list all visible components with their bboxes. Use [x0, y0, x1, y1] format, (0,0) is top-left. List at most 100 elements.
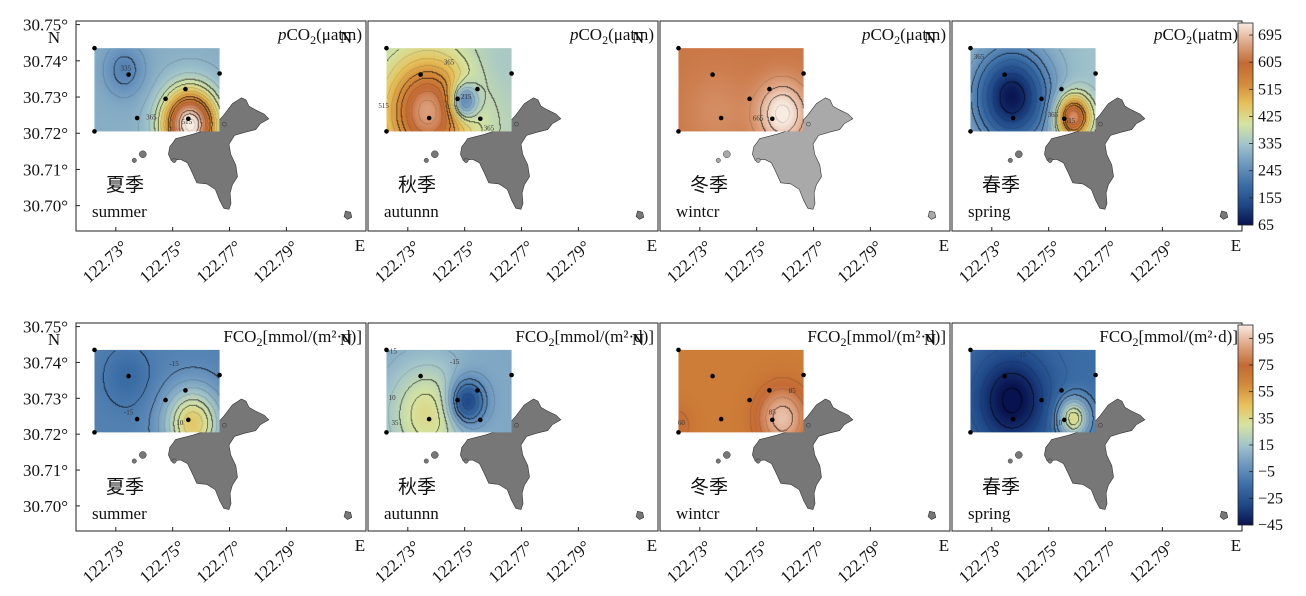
- islet-dot: [1047, 458, 1053, 464]
- season-label-en: spring: [968, 504, 1011, 523]
- east-label: E: [355, 536, 365, 555]
- station-point: [801, 372, 806, 378]
- island-shape: [752, 97, 854, 210]
- contour-inset: [970, 48, 1096, 132]
- islet-dot: [715, 157, 721, 163]
- panel-frame: [367, 20, 659, 232]
- station-point: [770, 417, 775, 423]
- lon-tick-label: 122.77°: [777, 237, 830, 287]
- island-shape: [168, 398, 270, 510]
- islet-dot: [131, 157, 137, 163]
- station-point: [676, 430, 681, 435]
- station-point: [1093, 372, 1098, 378]
- station-point: [509, 372, 514, 378]
- north-label: N: [632, 28, 644, 47]
- station-point: [384, 45, 389, 51]
- islet-dot: [222, 422, 227, 428]
- panel-frame: [659, 322, 951, 532]
- colorbar-fco2: 95 75 55 35 15 −5 −25 −45: [1237, 324, 1283, 534]
- colorbar-label: 515: [1258, 81, 1282, 98]
- season-label-en: spring: [968, 202, 1011, 221]
- contour-label: 85: [769, 408, 777, 416]
- lon-tick-label: 122.75°: [428, 237, 481, 287]
- station-point: [676, 129, 681, 134]
- lon-tick-label: 122.75°: [136, 537, 189, 587]
- station-point: [92, 45, 97, 51]
- season-label-cn: 春季: [982, 476, 1020, 498]
- colorbar-label: 55: [1258, 384, 1274, 401]
- islet-dot: [1015, 150, 1023, 158]
- contour-label: -15: [124, 408, 134, 416]
- station-point: [718, 416, 724, 422]
- lat-tick-label: 30.72°: [23, 124, 68, 143]
- islet-dot: [514, 422, 519, 428]
- station-point: [1002, 373, 1007, 379]
- contour-inset: [678, 349, 804, 433]
- lon-tick-label: 122.77°: [485, 237, 538, 287]
- panel-title: FCO2[mmol/(m²·d)]: [515, 327, 654, 349]
- islet-dot: [423, 157, 429, 163]
- colorbar-label: −45: [1258, 517, 1283, 534]
- islet-dot: [1098, 422, 1103, 428]
- lon-tick-label: 122.73°: [371, 237, 424, 287]
- panel-frame: [75, 20, 367, 232]
- season-label-en: summer: [92, 504, 147, 523]
- islet-dot: [139, 451, 147, 459]
- station-point: [968, 129, 973, 134]
- lon-tick-label: 122.73°: [663, 237, 716, 287]
- season-label-cn: 冬季: [690, 476, 728, 498]
- station-point: [1010, 115, 1016, 121]
- panel-title: FCO2[mmol/(m²·d)]: [223, 327, 362, 349]
- colorbar-label: −5: [1258, 464, 1275, 481]
- lon-tick-label: 122.73°: [663, 537, 716, 587]
- contour-label: 665: [753, 115, 764, 123]
- station-point: [384, 430, 389, 435]
- lat-tick-label: 30.72°: [23, 425, 68, 444]
- lat-tick-label: 30.73°: [23, 389, 68, 408]
- lon-tick-label: 122.79°: [250, 237, 303, 287]
- north-label: N: [632, 330, 644, 349]
- contour-label: 365: [444, 58, 455, 66]
- station-point: [747, 397, 752, 403]
- colorbar-label: 155: [1258, 190, 1282, 207]
- islet-dot: [1098, 121, 1103, 127]
- lon-tick-label: 122.77°: [193, 537, 246, 587]
- station-point: [475, 388, 480, 393]
- islet-dot: [171, 458, 177, 464]
- contour-label: -15: [169, 360, 179, 368]
- station-point: [718, 115, 724, 121]
- contour-label: 515: [182, 118, 193, 126]
- station-point: [186, 116, 191, 122]
- contour-inset: [386, 349, 512, 433]
- north-label: N: [48, 28, 60, 47]
- station-point: [767, 388, 772, 393]
- lon-tick-label: 122.75°: [720, 237, 773, 287]
- colorbar-label: −25: [1258, 490, 1283, 507]
- lon-tick-label: 122.75°: [1012, 237, 1065, 287]
- islet-shape: [1219, 510, 1229, 520]
- season-label-en: autunnn: [384, 202, 439, 221]
- panel-title: pCO2(μatm): [277, 25, 362, 47]
- north-label: N: [340, 330, 352, 349]
- station-point: [710, 373, 715, 379]
- islet-dot: [806, 121, 811, 127]
- islet-dot: [723, 451, 731, 459]
- lon-tick-label: 122.75°: [136, 237, 189, 287]
- contour-label: 10: [389, 394, 397, 402]
- station-point: [163, 96, 168, 102]
- lon-tick-label: 122.73°: [955, 237, 1008, 287]
- lon-tick-label: 122.73°: [79, 537, 132, 587]
- contour-label: 10: [1055, 419, 1063, 427]
- north-label: N: [340, 28, 352, 47]
- station-point: [509, 71, 514, 76]
- contour-label: -15: [1017, 351, 1027, 359]
- lat-tick-label: 30.71°: [23, 461, 68, 480]
- islet-shape: [635, 210, 645, 220]
- station-point: [455, 397, 460, 403]
- panel-frame: [75, 322, 367, 532]
- islet-dot: [715, 458, 721, 464]
- station-point: [676, 45, 681, 51]
